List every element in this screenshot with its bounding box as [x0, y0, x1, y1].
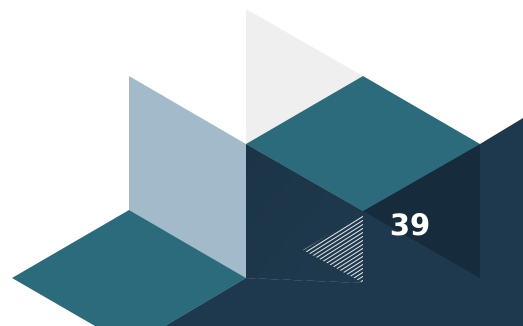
page-number: 39	[389, 208, 431, 242]
navy-face-left	[246, 144, 363, 283]
dark-shadow-wedge	[363, 144, 480, 278]
teal-top-rhombus	[246, 76, 480, 211]
teal-bottom-rhombus	[12, 210, 246, 326]
steel-blue-facet	[129, 76, 246, 278]
light-gray-facet	[246, 9, 363, 144]
navy-bottom-floor	[165, 278, 363, 326]
